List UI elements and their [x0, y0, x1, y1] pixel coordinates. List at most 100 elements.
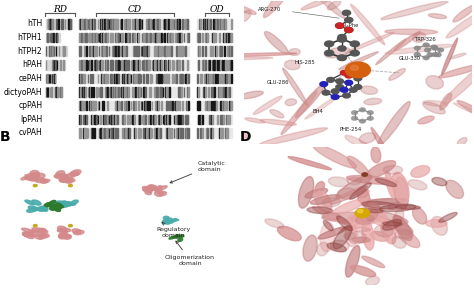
Bar — [167, 87, 168, 97]
Bar — [197, 46, 232, 56]
Bar — [125, 74, 126, 83]
Circle shape — [354, 76, 362, 81]
Bar — [199, 115, 200, 124]
Ellipse shape — [432, 177, 447, 186]
Bar — [139, 87, 140, 97]
Ellipse shape — [31, 232, 44, 236]
Bar — [99, 128, 100, 138]
Bar — [93, 46, 94, 56]
Bar — [128, 60, 129, 70]
Bar — [168, 46, 169, 56]
Bar — [202, 115, 203, 124]
Ellipse shape — [371, 128, 391, 160]
Bar — [224, 60, 225, 70]
Bar — [134, 19, 135, 29]
Bar — [210, 19, 211, 29]
Bar — [103, 33, 104, 42]
Circle shape — [336, 79, 344, 84]
Ellipse shape — [439, 213, 457, 222]
Bar — [94, 115, 95, 124]
Bar — [176, 128, 177, 138]
Bar — [112, 87, 113, 97]
Text: Catalytic
domain: Catalytic domain — [170, 161, 225, 183]
Bar — [223, 74, 224, 83]
Bar — [92, 101, 93, 110]
Ellipse shape — [61, 177, 68, 182]
Bar — [208, 19, 209, 29]
Ellipse shape — [376, 39, 406, 65]
Bar — [229, 74, 230, 83]
Text: CD: CD — [128, 5, 142, 14]
Ellipse shape — [32, 200, 41, 205]
Bar — [229, 115, 230, 124]
Circle shape — [354, 85, 362, 89]
Bar — [186, 115, 187, 124]
Bar — [95, 101, 96, 110]
Bar — [134, 46, 135, 56]
Bar — [116, 87, 117, 97]
Ellipse shape — [412, 207, 427, 224]
Bar — [166, 74, 167, 83]
Bar — [223, 87, 224, 97]
Bar — [140, 87, 141, 97]
Ellipse shape — [357, 208, 383, 213]
Bar — [101, 19, 102, 29]
Bar — [89, 87, 90, 97]
Bar — [129, 128, 130, 138]
Text: BH4: BH4 — [312, 109, 323, 114]
Bar — [186, 74, 187, 83]
Bar — [128, 19, 129, 29]
Bar — [160, 115, 161, 124]
Bar — [231, 46, 232, 56]
Ellipse shape — [54, 207, 61, 209]
Ellipse shape — [55, 201, 64, 204]
Bar — [169, 87, 170, 97]
Bar — [123, 46, 124, 56]
Ellipse shape — [71, 200, 78, 204]
Bar — [229, 46, 230, 56]
Ellipse shape — [162, 219, 169, 224]
Bar — [79, 115, 189, 124]
Bar — [203, 60, 204, 70]
Bar — [169, 60, 170, 70]
Ellipse shape — [423, 102, 445, 114]
Bar — [169, 128, 170, 138]
Bar — [122, 60, 123, 70]
Circle shape — [33, 225, 37, 227]
Bar — [150, 74, 151, 83]
Bar — [166, 115, 167, 124]
Bar — [104, 115, 105, 124]
Text: cpPAH: cpPAH — [18, 101, 42, 110]
Bar — [146, 46, 147, 56]
Bar — [157, 46, 158, 56]
Bar — [212, 46, 213, 56]
Bar — [86, 33, 87, 42]
Bar — [123, 115, 124, 124]
Bar — [112, 60, 113, 70]
Bar — [179, 33, 180, 42]
Bar — [112, 128, 113, 138]
Bar — [199, 19, 200, 29]
Bar — [169, 115, 170, 124]
Ellipse shape — [62, 232, 68, 236]
Bar — [198, 46, 199, 56]
Bar — [104, 74, 105, 83]
Bar — [140, 74, 141, 83]
Bar — [135, 19, 136, 29]
Bar — [143, 115, 144, 124]
Ellipse shape — [73, 230, 84, 235]
Ellipse shape — [21, 176, 29, 180]
Circle shape — [337, 36, 346, 42]
Bar — [113, 115, 114, 124]
Bar — [157, 101, 158, 110]
Bar — [203, 19, 204, 29]
Bar — [83, 33, 84, 42]
Bar — [169, 101, 170, 110]
Bar — [133, 46, 134, 56]
Ellipse shape — [396, 205, 420, 209]
Bar — [98, 33, 99, 42]
Bar — [135, 128, 136, 138]
Bar — [163, 19, 164, 29]
Ellipse shape — [46, 203, 53, 206]
Bar — [79, 46, 189, 56]
